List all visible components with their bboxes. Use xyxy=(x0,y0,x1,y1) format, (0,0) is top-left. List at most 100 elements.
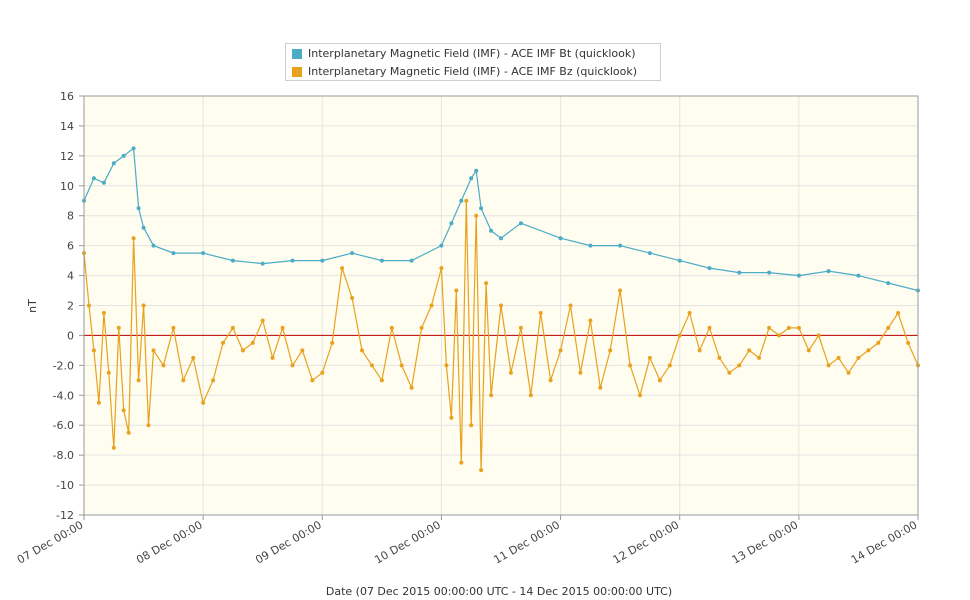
data-point[interactable] xyxy=(121,153,126,158)
data-point[interactable] xyxy=(499,236,503,241)
data-point[interactable] xyxy=(528,393,533,398)
data-point[interactable] xyxy=(886,281,891,286)
data-point[interactable] xyxy=(846,370,851,375)
data-point[interactable] xyxy=(379,378,384,383)
data-point[interactable] xyxy=(484,281,489,286)
data-point[interactable] xyxy=(146,423,151,428)
data-point[interactable] xyxy=(757,355,762,360)
data-point[interactable] xyxy=(409,385,414,390)
data-point[interactable] xyxy=(786,325,791,330)
data-point[interactable] xyxy=(439,266,444,271)
data-point[interactable] xyxy=(647,355,652,360)
data-point[interactable] xyxy=(598,385,603,390)
data-point[interactable] xyxy=(796,325,801,330)
data-point[interactable] xyxy=(91,176,96,181)
data-point[interactable] xyxy=(737,270,742,275)
data-point[interactable] xyxy=(429,303,434,308)
data-point[interactable] xyxy=(221,340,225,345)
data-point[interactable] xyxy=(896,311,901,315)
data-point[interactable] xyxy=(191,355,196,360)
data-point[interactable] xyxy=(116,325,121,330)
data-point[interactable] xyxy=(479,206,484,211)
data-point[interactable] xyxy=(727,370,732,375)
data-point[interactable] xyxy=(568,303,573,308)
data-point[interactable] xyxy=(628,363,633,368)
data-point[interactable] xyxy=(767,325,772,330)
data-point[interactable] xyxy=(260,261,265,266)
data-point[interactable] xyxy=(687,311,692,315)
data-point[interactable] xyxy=(171,251,176,256)
data-point[interactable] xyxy=(697,348,702,353)
data-point[interactable] xyxy=(101,180,106,185)
data-point[interactable] xyxy=(508,370,513,375)
data-point[interactable] xyxy=(121,408,126,413)
data-point[interactable] xyxy=(886,325,891,330)
data-point[interactable] xyxy=(131,146,136,151)
data-point[interactable] xyxy=(330,340,335,345)
data-point[interactable] xyxy=(340,266,345,271)
data-point[interactable] xyxy=(389,325,394,330)
data-point[interactable] xyxy=(588,318,593,323)
data-point[interactable] xyxy=(608,348,613,353)
data-point[interactable] xyxy=(379,258,384,263)
data-point[interactable] xyxy=(310,378,315,383)
data-point[interactable] xyxy=(469,176,474,181)
data-point[interactable] xyxy=(230,258,235,263)
data-point[interactable] xyxy=(548,378,553,383)
data-point[interactable] xyxy=(737,363,742,368)
data-point[interactable] xyxy=(558,348,563,353)
data-point[interactable] xyxy=(250,340,255,345)
data-point[interactable] xyxy=(638,393,642,398)
data-point[interactable] xyxy=(464,198,469,203)
data-point[interactable] xyxy=(489,393,494,398)
data-point[interactable] xyxy=(399,363,404,368)
data-point[interactable] xyxy=(320,370,325,375)
data-point[interactable] xyxy=(300,348,305,353)
data-point[interactable] xyxy=(906,340,911,345)
data-point[interactable] xyxy=(111,445,116,450)
data-point[interactable] xyxy=(270,355,275,360)
data-point[interactable] xyxy=(260,318,265,323)
data-point[interactable] xyxy=(518,221,523,226)
data-point[interactable] xyxy=(618,288,623,293)
data-point[interactable] xyxy=(369,363,374,368)
data-point[interactable] xyxy=(141,303,146,308)
data-point[interactable] xyxy=(588,243,593,248)
data-point[interactable] xyxy=(201,400,206,405)
data-point[interactable] xyxy=(518,325,523,330)
data-point[interactable] xyxy=(459,460,464,465)
data-point[interactable] xyxy=(201,251,206,256)
data-point[interactable] xyxy=(806,348,811,353)
data-point[interactable] xyxy=(101,311,106,315)
data-point[interactable] xyxy=(747,348,752,353)
data-point[interactable] xyxy=(126,430,131,435)
data-point[interactable] xyxy=(171,325,176,330)
data-point[interactable] xyxy=(409,258,414,263)
data-point[interactable] xyxy=(151,243,156,248)
data-point[interactable] xyxy=(469,423,474,428)
data-point[interactable] xyxy=(618,243,623,248)
data-point[interactable] xyxy=(240,348,245,353)
data-point[interactable] xyxy=(419,325,424,330)
data-point[interactable] xyxy=(836,355,841,360)
data-point[interactable] xyxy=(538,311,543,315)
data-point[interactable] xyxy=(707,266,712,271)
data-point[interactable] xyxy=(161,363,166,368)
data-point[interactable] xyxy=(826,269,831,274)
data-point[interactable] xyxy=(439,243,444,248)
data-point[interactable] xyxy=(876,340,881,345)
data-point[interactable] xyxy=(87,303,91,308)
data-point[interactable] xyxy=(866,348,871,353)
data-point[interactable] xyxy=(479,468,484,473)
data-point[interactable] xyxy=(796,273,801,278)
data-point[interactable] xyxy=(111,161,116,166)
data-point[interactable] xyxy=(707,325,712,330)
data-point[interactable] xyxy=(717,355,722,360)
data-point[interactable] xyxy=(474,213,479,218)
data-point[interactable] xyxy=(826,363,831,368)
data-point[interactable] xyxy=(290,258,295,263)
data-point[interactable] xyxy=(449,221,454,226)
data-point[interactable] xyxy=(360,348,364,353)
data-point[interactable] xyxy=(280,325,285,330)
data-point[interactable] xyxy=(449,415,454,420)
